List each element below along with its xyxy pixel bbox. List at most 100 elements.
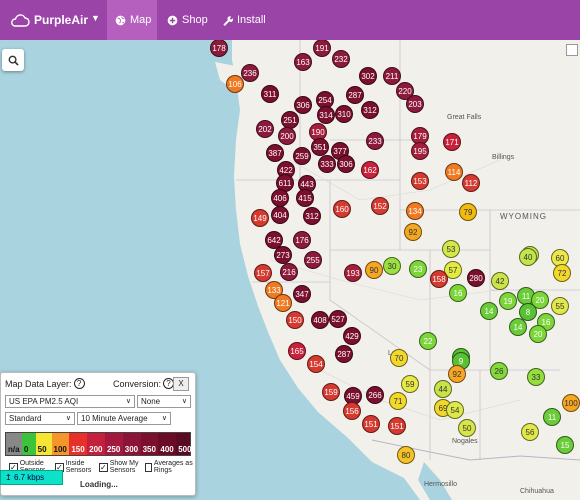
sensor-marker[interactable]: 157	[254, 264, 272, 282]
sensor-marker[interactable]: 112	[462, 174, 480, 192]
sensor-marker[interactable]: 302	[359, 67, 377, 85]
sensor-marker[interactable]: 92	[448, 365, 466, 383]
sensor-marker[interactable]: 162	[361, 161, 379, 179]
sensor-marker[interactable]: 44	[434, 380, 452, 398]
sensor-marker[interactable]: 8	[519, 303, 537, 321]
sensor-marker[interactable]: 149	[251, 209, 269, 227]
sensor-marker[interactable]: 404	[271, 206, 289, 224]
sensor-marker[interactable]: 333	[318, 155, 336, 173]
sensor-marker[interactable]: 153	[411, 172, 429, 190]
sensor-marker[interactable]: 57	[444, 261, 462, 279]
sensor-marker[interactable]: 255	[304, 251, 322, 269]
sensor-marker[interactable]: 163	[294, 53, 312, 71]
sensor-marker[interactable]: 159	[322, 383, 340, 401]
sensor-marker[interactable]: 527	[329, 310, 347, 328]
sensor-marker[interactable]: 151	[362, 415, 380, 433]
sensor-marker[interactable]: 14	[480, 302, 498, 320]
sensor-marker[interactable]: 280	[467, 269, 485, 287]
sensor-marker[interactable]: 16	[449, 284, 467, 302]
sensor-marker[interactable]: 259	[293, 147, 311, 165]
sensor-marker[interactable]: 387	[266, 144, 284, 162]
layer-select[interactable]: US EPA PM2.5 AQI ∨	[5, 395, 135, 408]
show-my-sensors-checkbox[interactable]: ✓	[99, 462, 108, 472]
sensor-marker[interactable]: 72	[553, 264, 571, 282]
style-select[interactable]: Standard ∨	[5, 412, 75, 425]
sensor-marker[interactable]: 30	[383, 257, 401, 275]
sensor-marker[interactable]: 287	[335, 345, 353, 363]
sensor-marker[interactable]: 236	[241, 64, 259, 82]
sensor-marker[interactable]: 351	[311, 138, 329, 156]
nav-map[interactable]: Map	[107, 0, 157, 40]
sensor-marker[interactable]: 178	[210, 40, 228, 57]
sensor-marker[interactable]: 232	[332, 50, 350, 68]
sensor-marker[interactable]: 92	[404, 223, 422, 241]
search-button[interactable]	[2, 49, 24, 71]
sensor-marker[interactable]: 15	[556, 436, 574, 454]
sensor-marker[interactable]: 20	[529, 325, 547, 343]
sensor-marker[interactable]: 429	[343, 327, 361, 345]
sensor-marker[interactable]: 54	[446, 401, 464, 419]
sensor-marker[interactable]: 406	[271, 189, 289, 207]
sensor-marker[interactable]: 160	[333, 200, 351, 218]
sensor-marker[interactable]: 152	[371, 197, 389, 215]
sensor-marker[interactable]: 312	[303, 207, 321, 225]
sensor-marker[interactable]: 20	[531, 291, 549, 309]
sensor-marker[interactable]: 79	[459, 203, 477, 221]
sensor-marker[interactable]: 134	[406, 202, 424, 220]
sensor-marker[interactable]: 408	[311, 311, 329, 329]
sensor-marker[interactable]: 158	[430, 270, 448, 288]
sensor-marker[interactable]: 211	[383, 67, 401, 85]
layer-help-icon[interactable]: ?	[73, 378, 85, 389]
sensor-marker[interactable]: 80	[397, 446, 415, 464]
sensor-marker[interactable]: 56	[521, 423, 539, 441]
sensor-marker[interactable]: 312	[361, 101, 379, 119]
sensor-marker[interactable]: 195	[411, 142, 429, 160]
sensor-marker[interactable]: 306	[337, 155, 355, 173]
sensor-marker[interactable]: 90	[365, 261, 383, 279]
sensor-marker[interactable]: 311	[261, 85, 279, 103]
sensor-marker[interactable]: 121	[274, 294, 292, 312]
sensor-marker[interactable]: 415	[296, 189, 314, 207]
sensor-marker[interactable]: 19	[499, 292, 517, 310]
sensor-marker[interactable]: 202	[256, 120, 274, 138]
sensor-marker[interactable]: 310	[335, 105, 353, 123]
sensor-marker[interactable]: 251	[281, 111, 299, 129]
sensor-marker[interactable]: 306	[294, 96, 312, 114]
sensor-marker[interactable]: 100	[562, 394, 580, 412]
sensor-marker[interactable]: 611	[276, 174, 294, 192]
sensor-marker[interactable]: 26	[490, 362, 508, 380]
sensor-marker[interactable]: 42	[491, 272, 509, 290]
sensor-marker[interactable]: 171	[443, 133, 461, 151]
sensor-marker[interactable]: 200	[278, 127, 296, 145]
nav-shop[interactable]: Shop	[167, 0, 208, 40]
sensor-marker[interactable]: 156	[343, 402, 361, 420]
sensor-marker[interactable]: 193	[344, 264, 362, 282]
sensor-marker[interactable]: 40	[519, 248, 537, 266]
close-panel-button[interactable]: X	[173, 377, 189, 391]
nav-install[interactable]: Install	[222, 0, 266, 40]
sensor-marker[interactable]: 11	[543, 408, 561, 426]
sensor-marker[interactable]: 273	[274, 246, 292, 264]
sensor-marker[interactable]: 53	[442, 240, 460, 258]
sensor-marker[interactable]: 22	[419, 332, 437, 350]
sensor-marker[interactable]: 71	[389, 392, 407, 410]
average-select[interactable]: 10 Minute Average ∨	[77, 412, 171, 425]
sensor-marker[interactable]: 642	[265, 231, 283, 249]
sensor-marker[interactable]: 114	[445, 163, 463, 181]
sensor-marker[interactable]: 233	[366, 132, 384, 150]
fullscreen-toggle[interactable]	[566, 44, 578, 56]
sensor-marker[interactable]: 266	[366, 386, 384, 404]
sensor-marker[interactable]: 106	[226, 75, 244, 93]
sensor-marker[interactable]: 314	[317, 106, 335, 124]
sensor-marker[interactable]: 165	[288, 342, 306, 360]
sensor-marker[interactable]: 216	[280, 263, 298, 281]
sensor-marker[interactable]: 33	[527, 368, 545, 386]
brand-logo[interactable]: PurpleAir	[10, 0, 88, 40]
sensor-marker[interactable]: 347	[293, 285, 311, 303]
sensor-marker[interactable]: 70	[390, 349, 408, 367]
brand-dropdown-caret-icon[interactable]: ▼	[91, 13, 100, 23]
sensor-marker[interactable]: 150	[286, 311, 304, 329]
sensor-marker[interactable]: 191	[313, 40, 331, 57]
show-my-sensors-toggle[interactable]: ✓ Show My Sensors	[99, 460, 145, 474]
sensor-marker[interactable]: 203	[406, 95, 424, 113]
